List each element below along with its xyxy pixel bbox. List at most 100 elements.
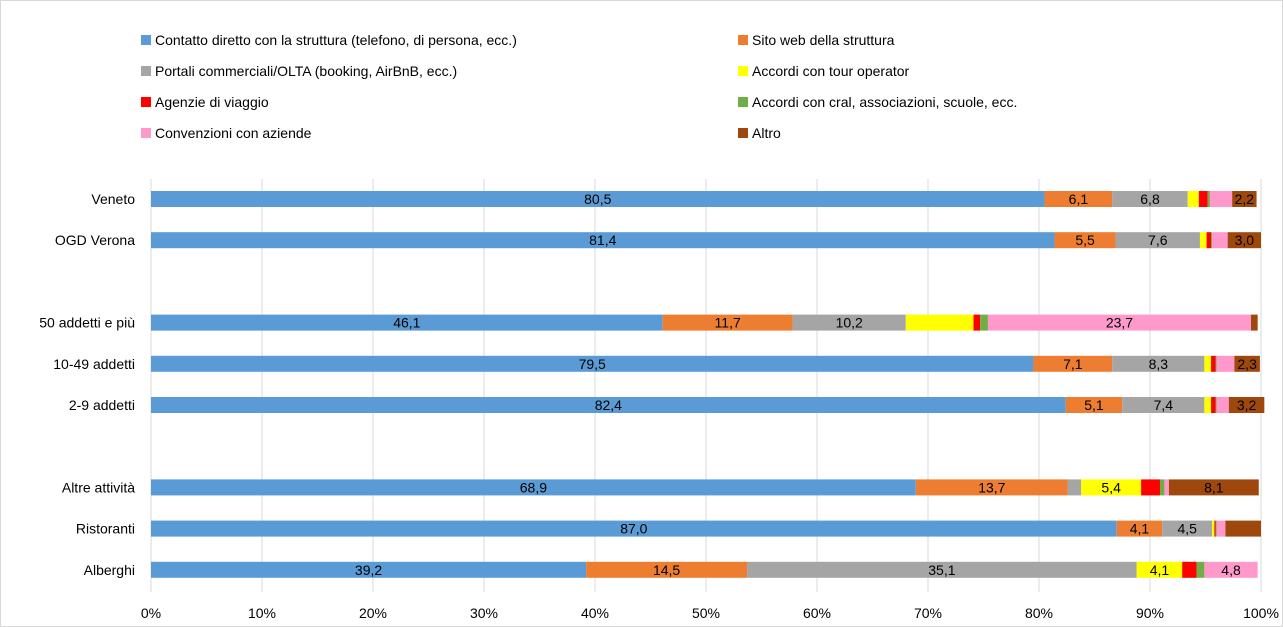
x-tick-label: 50% xyxy=(692,605,720,621)
x-tick-label: 10% xyxy=(248,605,276,621)
bar-segment xyxy=(1198,191,1208,207)
data-label: 11,7 xyxy=(715,315,741,331)
data-label: 8,3 xyxy=(1149,356,1169,372)
bar-segment xyxy=(1136,561,1183,578)
data-label: 3,2 xyxy=(1237,397,1257,413)
legend: Contatto diretto con la struttura (telef… xyxy=(141,32,1017,141)
category-label: 2-9 addetti xyxy=(69,397,135,413)
bar-segment xyxy=(1196,561,1205,578)
x-tick-label: 0% xyxy=(141,605,161,621)
legend-label: Contatto diretto con la struttura (telef… xyxy=(155,32,517,48)
data-label: 3,0 xyxy=(1235,232,1255,248)
data-label: 68,9 xyxy=(520,479,547,495)
data-label: 7,6 xyxy=(1148,232,1168,248)
bar-segment xyxy=(1159,479,1165,496)
legend-swatch xyxy=(141,97,151,107)
category-label: OGD Verona xyxy=(55,232,135,248)
bar-segment xyxy=(905,314,974,331)
legend-label: Accordi con tour operator xyxy=(752,63,910,79)
bar-segment xyxy=(151,561,587,578)
data-label: 82,4 xyxy=(595,397,622,413)
category-label: Veneto xyxy=(91,191,135,207)
bar-segment xyxy=(1204,355,1212,372)
bar-segment xyxy=(1211,232,1213,249)
bar-segment xyxy=(151,355,1034,372)
bar-segment xyxy=(1054,232,1116,249)
bar-segment xyxy=(1215,355,1217,372)
legend-label: Convenzioni con aziende xyxy=(155,125,312,141)
data-label: 4,5 xyxy=(1177,521,1197,537)
bar-segment xyxy=(1081,479,1142,496)
x-tick-label: 30% xyxy=(470,605,498,621)
bar-segment xyxy=(987,314,1252,331)
bar-segment xyxy=(1225,520,1261,537)
legend-label: Altro xyxy=(752,125,781,141)
bar-segment xyxy=(1204,561,1258,578)
legend-label: Sito web della struttura xyxy=(752,32,895,48)
data-label: 2,3 xyxy=(1237,356,1257,372)
data-label: 39,2 xyxy=(355,562,382,578)
bar-segment xyxy=(1141,479,1160,496)
bar-segment xyxy=(1207,191,1210,207)
bar-segment xyxy=(915,479,1068,496)
data-label: 79,5 xyxy=(579,356,606,372)
bar-segment xyxy=(1204,397,1212,413)
legend-label: Accordi con cral, associazioni, scuole, … xyxy=(752,94,1017,110)
category-label: Ristoranti xyxy=(76,521,135,537)
x-tick-label: 80% xyxy=(1025,605,1053,621)
data-label: 4,8 xyxy=(1221,562,1241,578)
data-label: 4,1 xyxy=(1150,562,1170,578)
data-label: 81,4 xyxy=(589,232,616,248)
category-labels: Veneto OGD Verona 50 addetti e più 10-49 ad… xyxy=(39,191,135,578)
bar-segment xyxy=(151,232,1055,249)
bar-segment xyxy=(1164,479,1169,496)
legend-swatch xyxy=(141,128,151,138)
bar-segment xyxy=(1199,232,1207,249)
bar-segment xyxy=(1214,520,1216,537)
data-label: 8,1 xyxy=(1204,479,1224,495)
data-label: 13,7 xyxy=(978,479,1005,495)
legend-swatch xyxy=(738,35,748,45)
bar-segment xyxy=(1065,397,1123,413)
data-label: 7,4 xyxy=(1154,397,1174,413)
bar-segment xyxy=(1112,191,1188,207)
data-label: 6,1 xyxy=(1069,191,1089,207)
category-label: Alberghi xyxy=(84,562,135,578)
bar-segment xyxy=(747,561,1137,578)
data-label: 5,1 xyxy=(1084,397,1104,413)
bar-segment xyxy=(1187,191,1199,207)
bar-segment xyxy=(1168,479,1259,496)
bar-segment xyxy=(151,314,663,331)
legend-label: Agenzie di viaggio xyxy=(155,94,269,110)
bar-segment xyxy=(973,314,981,331)
x-tick-label: 40% xyxy=(581,605,609,621)
data-label: 6,8 xyxy=(1140,191,1160,207)
bar-segment xyxy=(151,520,1117,537)
data-label: 10,2 xyxy=(836,315,863,331)
bar-segment xyxy=(1115,232,1200,249)
data-label: 2,2 xyxy=(1235,191,1255,207)
legend-swatch xyxy=(738,66,748,76)
bar-segment xyxy=(1116,520,1163,537)
bar-segment xyxy=(1216,355,1235,372)
bar-segment xyxy=(1228,397,1265,413)
data-label: 7,1 xyxy=(1063,356,1083,372)
legend-swatch xyxy=(141,35,151,45)
bar-segment xyxy=(1212,520,1215,537)
category-label: 50 addetti e più xyxy=(39,315,135,331)
data-label: 5,4 xyxy=(1101,479,1121,495)
x-tick-label: 70% xyxy=(914,605,942,621)
bar-segment xyxy=(662,314,793,331)
bar-segment xyxy=(1212,232,1228,249)
bar-segment xyxy=(792,314,906,331)
bar-segment xyxy=(1251,314,1258,331)
data-label: 35,1 xyxy=(928,562,955,578)
data-label: 23,7 xyxy=(1106,315,1133,331)
x-tick-label: 20% xyxy=(359,605,387,621)
bar-segment xyxy=(1162,520,1213,537)
data-label: 14,5 xyxy=(653,562,680,578)
legend-label: Portali commerciali/OLTA (booking, AirBn… xyxy=(155,63,457,79)
bar-segment xyxy=(1216,397,1229,413)
